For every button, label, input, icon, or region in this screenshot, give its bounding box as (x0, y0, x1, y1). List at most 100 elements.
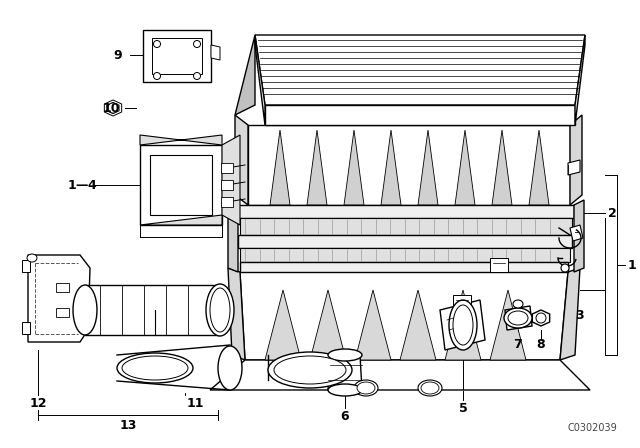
Polygon shape (211, 45, 220, 60)
Polygon shape (529, 130, 549, 205)
Text: 4: 4 (88, 178, 97, 191)
Polygon shape (400, 290, 436, 360)
Bar (490, 258, 508, 272)
Polygon shape (235, 35, 255, 115)
Text: 6: 6 (340, 409, 349, 422)
Ellipse shape (561, 264, 569, 272)
Ellipse shape (206, 284, 234, 336)
Ellipse shape (73, 285, 97, 335)
Ellipse shape (513, 300, 523, 308)
Bar (150, 155, 212, 215)
Polygon shape (28, 255, 90, 342)
Polygon shape (574, 200, 584, 272)
Bar (143, 30, 211, 82)
Polygon shape (255, 35, 585, 105)
Polygon shape (560, 268, 580, 360)
Text: 11: 11 (186, 396, 204, 409)
Bar (221, 163, 233, 173)
Polygon shape (355, 290, 391, 360)
Ellipse shape (27, 254, 37, 262)
Ellipse shape (449, 300, 477, 350)
Polygon shape (575, 35, 585, 125)
Polygon shape (505, 306, 532, 330)
Polygon shape (107, 103, 119, 114)
Polygon shape (532, 310, 550, 326)
Ellipse shape (268, 352, 352, 388)
Bar (152, 38, 202, 74)
Text: 10: 10 (102, 102, 120, 115)
Polygon shape (240, 262, 568, 272)
Polygon shape (381, 130, 401, 205)
Ellipse shape (108, 103, 118, 113)
Ellipse shape (536, 313, 546, 323)
Ellipse shape (122, 356, 188, 380)
Ellipse shape (117, 353, 193, 383)
Text: 9: 9 (114, 48, 122, 61)
Ellipse shape (504, 308, 532, 328)
Polygon shape (307, 130, 327, 205)
Ellipse shape (274, 356, 346, 384)
Polygon shape (255, 35, 265, 125)
Bar (22, 322, 30, 334)
Ellipse shape (154, 40, 161, 47)
Polygon shape (570, 225, 583, 241)
Text: 13: 13 (119, 418, 137, 431)
Polygon shape (490, 290, 526, 360)
Text: 12: 12 (29, 396, 47, 409)
Ellipse shape (193, 40, 200, 47)
Text: 2: 2 (608, 207, 617, 220)
Bar (56, 283, 69, 292)
Polygon shape (270, 130, 290, 205)
Ellipse shape (193, 73, 200, 79)
Polygon shape (238, 235, 572, 248)
Ellipse shape (210, 288, 230, 332)
Text: 1: 1 (628, 258, 637, 271)
Ellipse shape (218, 346, 242, 390)
Polygon shape (455, 130, 475, 205)
Polygon shape (238, 205, 574, 218)
Polygon shape (140, 215, 222, 225)
Polygon shape (568, 160, 580, 175)
Ellipse shape (354, 380, 378, 396)
Text: 3: 3 (576, 309, 584, 322)
Polygon shape (240, 272, 568, 360)
Bar (22, 260, 30, 272)
Text: —: — (76, 178, 88, 191)
Polygon shape (140, 135, 222, 145)
Text: 8: 8 (537, 337, 545, 350)
Polygon shape (445, 290, 481, 360)
Polygon shape (85, 285, 220, 335)
Polygon shape (240, 218, 572, 235)
Bar (140, 145, 222, 225)
Polygon shape (228, 268, 245, 360)
Ellipse shape (357, 382, 375, 394)
Polygon shape (235, 115, 248, 205)
Polygon shape (240, 248, 570, 262)
Polygon shape (222, 135, 240, 225)
Polygon shape (418, 130, 438, 205)
Bar (221, 197, 233, 207)
Ellipse shape (508, 311, 528, 325)
Ellipse shape (328, 384, 362, 396)
Bar (56, 308, 69, 317)
Text: 5: 5 (459, 401, 467, 414)
Ellipse shape (154, 73, 161, 79)
Polygon shape (265, 105, 575, 125)
Polygon shape (570, 115, 582, 205)
Text: C0302039: C0302039 (567, 423, 617, 433)
Polygon shape (265, 290, 301, 360)
Ellipse shape (328, 349, 362, 361)
Polygon shape (344, 130, 364, 205)
Polygon shape (440, 300, 485, 350)
Ellipse shape (453, 305, 473, 345)
Polygon shape (248, 125, 570, 205)
Polygon shape (492, 130, 512, 205)
Polygon shape (328, 355, 362, 390)
Polygon shape (210, 360, 590, 390)
Text: 1: 1 (68, 178, 76, 191)
Polygon shape (310, 290, 346, 360)
Bar (221, 180, 233, 190)
Polygon shape (104, 100, 122, 116)
Ellipse shape (421, 382, 439, 394)
Polygon shape (228, 200, 238, 272)
